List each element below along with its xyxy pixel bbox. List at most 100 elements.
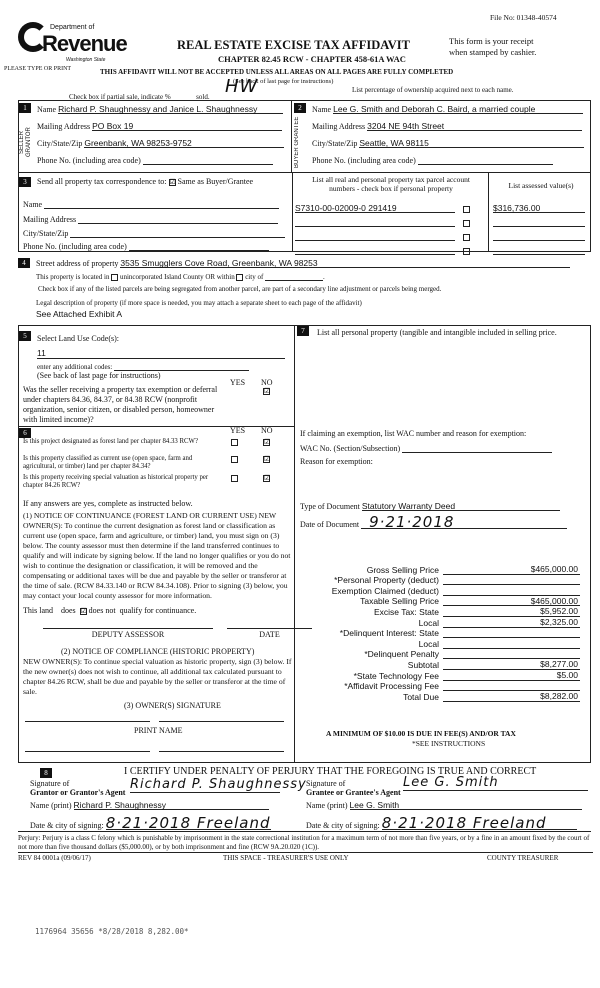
grantee-date-field[interactable]: Date & city of signing: 8·21·2018 Freela… bbox=[306, 814, 577, 832]
tax-line: Excise Tax: State $5,952.00 bbox=[300, 606, 580, 617]
document-date-field[interactable]: Date of Document 9·21·2018 bbox=[300, 513, 568, 531]
notice-of-compliance: NEW OWNER(S): To continue special valuat… bbox=[23, 657, 292, 696]
document-type-field[interactable]: Type of Document Statutory Warranty Deed bbox=[300, 501, 560, 511]
seller-name-field[interactable]: Name Richard P. Shaughnessy and Janice L… bbox=[37, 104, 284, 114]
assessed-value-field[interactable] bbox=[493, 217, 585, 227]
yes-checkbox[interactable] bbox=[231, 475, 238, 482]
street-address-field[interactable]: Street address of property 3535 Smuggler… bbox=[36, 258, 571, 268]
land-use-section: 5 Select Land Use Code(s): 11 enter any … bbox=[18, 326, 312, 763]
buyer-name-field[interactable]: Name Lee G. Smith and Deborah C. Baird, … bbox=[312, 104, 584, 114]
tax-line-value[interactable]: $8,277.00 bbox=[443, 659, 580, 670]
no-header: NO bbox=[261, 378, 273, 387]
yes-checkbox[interactable] bbox=[231, 456, 238, 463]
tax-line-value[interactable] bbox=[443, 575, 580, 586]
tax-line-value[interactable]: $5.00 bbox=[443, 670, 580, 681]
treasurer-space: THIS SPACE - TREASURER'S USE ONLY bbox=[223, 854, 349, 862]
print-name-line[interactable] bbox=[159, 751, 284, 752]
corr-mailing-field[interactable]: Mailing Address bbox=[23, 214, 279, 224]
print-name-line[interactable] bbox=[25, 751, 150, 752]
tax-line-value[interactable]: $5,952.00 bbox=[443, 606, 580, 617]
tax-line-value[interactable]: $2,325.00 bbox=[443, 617, 580, 628]
land-use-code-field[interactable]: 11 bbox=[37, 348, 285, 359]
file-number: File No: 01348-40574 bbox=[490, 13, 557, 22]
assessed-header: List assessed value(s) bbox=[508, 181, 574, 190]
form-subtitle: CHAPTER 82.45 RCW - CHAPTER 458-61A WAC bbox=[218, 54, 406, 64]
tax-line-value[interactable] bbox=[443, 681, 580, 692]
tax-line: *Delinquent Interest: State bbox=[300, 628, 580, 639]
yes-checkbox[interactable] bbox=[231, 439, 238, 446]
no-checkbox[interactable]: ☑ bbox=[263, 455, 271, 463]
grantor-date-field[interactable]: Date & city of signing: 8·21·2018 Freela… bbox=[30, 814, 271, 832]
assessed-value-field[interactable] bbox=[493, 245, 585, 255]
section-number: 7 bbox=[297, 326, 309, 336]
tax-line-value[interactable] bbox=[443, 649, 580, 660]
corr-name-field[interactable]: Name bbox=[23, 199, 280, 209]
owner-signature-label: (3) OWNER(S) SIGNATURE bbox=[124, 701, 221, 710]
grantor-signature-label: Signature of Grantor or Grantor's Agent bbox=[30, 779, 126, 797]
assessed-value-field[interactable]: $316,736.00 bbox=[493, 203, 585, 213]
tax-line-value[interactable]: $465,000.00 bbox=[443, 564, 580, 575]
grantee-signature[interactable]: Lee G. Smith bbox=[403, 775, 588, 791]
owner-signature-line[interactable] bbox=[25, 721, 150, 722]
parcel-number-field[interactable]: S7310-00-02009-0 291419 bbox=[295, 203, 455, 213]
logo-line1: Department of bbox=[50, 24, 95, 31]
grantor-name-field[interactable]: Name (print) Richard P. Shaughnessy bbox=[30, 800, 269, 810]
no-checkbox[interactable]: ☑ bbox=[263, 438, 271, 446]
seller-mailing-field[interactable]: Mailing Address PO Box 19 bbox=[37, 121, 283, 131]
personal-property-checkbox[interactable] bbox=[463, 233, 470, 241]
grantor-signature[interactable]: Richard P. Shaughnessy bbox=[130, 777, 307, 793]
receipt-note-1: This form is your receipt bbox=[449, 36, 534, 46]
buyer-side-label: BUYER GRANTEE bbox=[294, 116, 300, 168]
corr-city-field[interactable]: City/State/Zip bbox=[23, 228, 286, 238]
tax-line-value[interactable] bbox=[443, 638, 580, 649]
seller-city-field[interactable]: City/State/Zip Greenbank, WA 98253-9752 bbox=[37, 138, 285, 148]
section-number: 4 bbox=[18, 258, 30, 268]
personal-property-checkbox[interactable] bbox=[463, 205, 470, 213]
tax-line-label: Local bbox=[418, 638, 439, 649]
tax-line-label: Taxable Selling Price bbox=[360, 596, 439, 607]
no-checkbox[interactable]: ☑ bbox=[263, 474, 271, 482]
additional-codes-field[interactable]: enter any additional codes: bbox=[37, 361, 249, 371]
tax-line-label: Total Due bbox=[403, 691, 439, 702]
parcel-number-field[interactable] bbox=[295, 245, 455, 255]
deputy-assessor-line[interactable]: DEPUTY ASSESSOR bbox=[43, 628, 213, 639]
date-line[interactable]: DATE bbox=[227, 628, 312, 639]
section-number: 1 bbox=[19, 103, 31, 113]
see-back-note: (See back of last page for instructions) bbox=[233, 78, 334, 85]
wac-field[interactable]: WAC No. (Section/Subsection) bbox=[300, 443, 553, 453]
seller-phone-field[interactable]: Phone No. (including area code) bbox=[37, 155, 273, 165]
legal-description-value[interactable]: See Attached Exhibit A bbox=[36, 309, 123, 319]
unincorporated-checkbox[interactable] bbox=[111, 273, 119, 281]
city-checkbox[interactable] bbox=[236, 273, 244, 281]
parcel-number-field[interactable] bbox=[295, 217, 455, 227]
personal-property-checkbox[interactable] bbox=[463, 247, 470, 255]
tax-line-value[interactable] bbox=[443, 628, 580, 639]
corr-phone-field[interactable]: Phone No. (including area code) bbox=[23, 241, 269, 251]
parcel-number-field[interactable] bbox=[295, 231, 455, 241]
tax-line-value[interactable]: $8,282.00 bbox=[443, 691, 580, 702]
buyer-city-field[interactable]: City/State/Zip Seattle, WA 98115 bbox=[312, 138, 585, 148]
assessed-value-field[interactable] bbox=[493, 231, 585, 241]
correspondence-label: Send all property tax correspondence to:… bbox=[37, 177, 254, 186]
tax-line-value[interactable] bbox=[443, 585, 580, 596]
tax-line-label: Gross Selling Price bbox=[366, 564, 439, 575]
continuance-line: This land does ☑ does not qualify for co… bbox=[23, 606, 197, 615]
tax-line-value[interactable]: $465,000.00 bbox=[443, 596, 580, 607]
owner-signature-line[interactable] bbox=[159, 721, 284, 722]
minimum-note: A MINIMUM OF $10.00 IS DUE IN FEE(S) AND… bbox=[326, 729, 516, 738]
warning-text: THIS AFFIDAVIT WILL NOT BE ACCEPTED UNLE… bbox=[100, 68, 454, 76]
parcel-row bbox=[295, 231, 470, 241]
buyer-mailing-field[interactable]: Mailing Address 3204 NE 94th Street bbox=[312, 121, 583, 131]
reason-label: Reason for exemption: bbox=[300, 457, 373, 466]
legal-description-label: Legal description of property (if more s… bbox=[36, 299, 362, 307]
same-as-buyer-checkbox[interactable]: ☑ bbox=[168, 177, 176, 186]
buyer-phone-field[interactable]: Phone No. (including area code) bbox=[312, 155, 553, 165]
does-not-checkbox[interactable]: ☑ bbox=[79, 606, 87, 615]
yes-header: YES bbox=[230, 378, 246, 387]
section-number: 2 bbox=[294, 103, 306, 113]
grantee-name-field[interactable]: Name (print) Lee G. Smith bbox=[306, 800, 582, 810]
personal-property-checkbox[interactable] bbox=[463, 219, 470, 227]
see-instructions: *SEE INSTRUCTIONS bbox=[412, 739, 486, 748]
property-section: 4 Street address of property 3535 Smuggl… bbox=[18, 258, 591, 326]
exemption-no-checkbox[interactable]: ☑ bbox=[263, 387, 271, 395]
